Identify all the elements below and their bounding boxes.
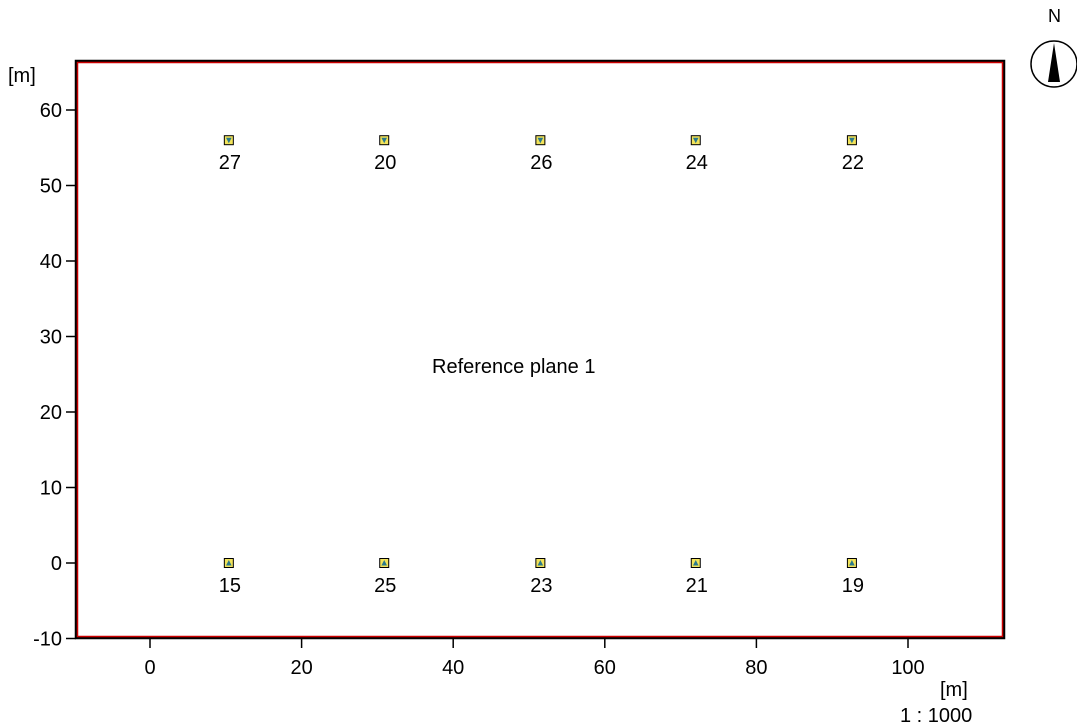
y-tick-label: 10: [40, 478, 62, 500]
point-label: 22: [842, 152, 864, 174]
point-label: 23: [530, 575, 552, 597]
north-label: N: [1048, 6, 1061, 26]
direction-arrow-icon: [537, 560, 544, 566]
point-label: 21: [686, 575, 708, 597]
measurement-points: 27 20 26 24 22 15 25 23 21 19: [219, 135, 864, 597]
x-tick-label: 0: [144, 657, 155, 679]
y-tick-label: 60: [40, 100, 62, 122]
point-label: 25: [374, 575, 396, 597]
point-label: 24: [686, 152, 708, 174]
x-tick-label: 80: [745, 657, 767, 679]
north-arrow-icon: N: [1030, 6, 1077, 88]
y-unit-label: [m]: [8, 65, 36, 87]
reference-plane-label: Reference plane 1: [432, 356, 595, 378]
measurement-point-26: 26: [530, 135, 552, 174]
point-label: 15: [219, 575, 241, 597]
x-tick-label: 60: [594, 657, 616, 679]
measurement-point-23: 23: [530, 558, 552, 597]
scale-label: 1 : 1000: [900, 705, 972, 727]
point-label: 27: [219, 152, 241, 174]
x-tick-label: 20: [290, 657, 312, 679]
y-tick-label: -10: [33, 629, 62, 651]
direction-arrow-icon: [849, 137, 855, 144]
y-tick-label: 50: [40, 176, 62, 198]
y-tick-label: 40: [40, 251, 62, 273]
y-tick-label: 30: [40, 327, 62, 349]
x-tick-label: 40: [442, 657, 464, 679]
point-label: 26: [530, 152, 552, 174]
x-axis: 0 20 40 60 80 100: [144, 638, 925, 679]
measurement-point-27: 27: [219, 135, 241, 174]
point-label: 20: [374, 152, 396, 174]
calculation-area-frame: [74, 59, 1006, 640]
direction-arrow-icon: [537, 137, 544, 144]
measurement-point-20: 20: [374, 135, 396, 174]
y-tick-label: 0: [51, 553, 62, 575]
measurement-point-19: 19: [842, 558, 864, 597]
measurement-point-24: 24: [686, 135, 708, 174]
measurement-point-15: 15: [219, 558, 241, 597]
y-axis: -10 0 10 20 30 40 50 60: [33, 100, 76, 651]
direction-arrow-icon: [381, 560, 388, 566]
direction-arrow-icon: [692, 137, 699, 144]
x-unit-label: [m]: [940, 679, 968, 701]
direction-arrow-icon: [849, 560, 855, 566]
x-tick-label: 100: [891, 657, 924, 679]
measurement-point-22: 22: [842, 135, 864, 174]
measurement-point-21: 21: [686, 558, 708, 597]
point-label: 19: [842, 575, 864, 597]
direction-arrow-icon: [226, 560, 232, 566]
direction-arrow-icon: [226, 137, 232, 144]
y-tick-label: 20: [40, 402, 62, 424]
direction-arrow-icon: [381, 137, 388, 144]
measurement-point-25: 25: [374, 558, 396, 597]
direction-arrow-icon: [692, 560, 699, 566]
